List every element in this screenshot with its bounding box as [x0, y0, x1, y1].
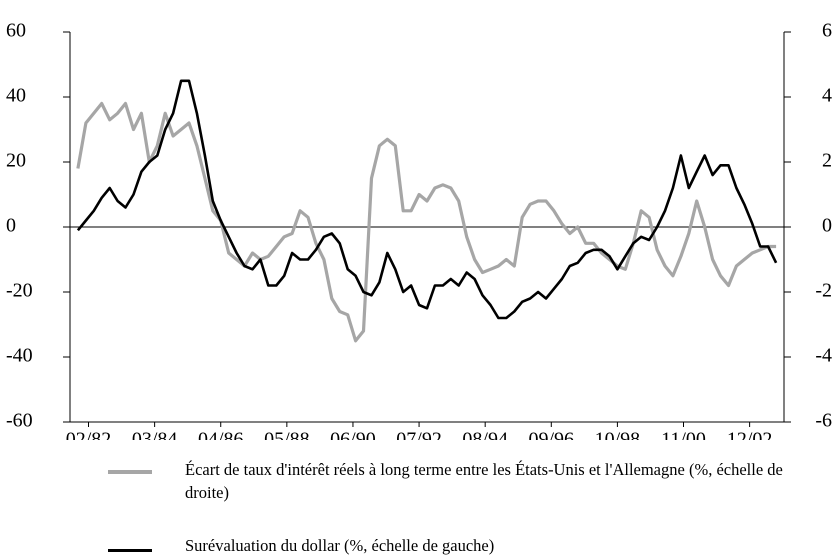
x-tick-label: 04/86 — [198, 429, 244, 440]
legend-label: Écart de taux d'intérêt réels à long ter… — [185, 460, 783, 502]
series-line — [76, 101, 777, 343]
y2-tick-label: -6 — [815, 410, 832, 432]
y-tick-label: 60 — [6, 20, 26, 42]
legend-swatch — [108, 549, 152, 552]
y-tick-label: -40 — [6, 345, 33, 367]
series-line — [76, 79, 778, 320]
y-tick-label: -60 — [6, 410, 33, 432]
x-tick-label: 06/90 — [330, 429, 376, 440]
y2-tick-label: 6 — [822, 20, 832, 42]
y2-tick-label: -2 — [815, 280, 832, 302]
y-tick-label: 0 — [6, 215, 16, 237]
legend-swatch — [108, 470, 152, 474]
y2-tick-label: 2 — [822, 150, 832, 172]
x-tick-label: 11/00 — [661, 429, 706, 440]
y-tick-label: -20 — [6, 280, 33, 302]
x-tick-label: 05/88 — [264, 429, 310, 440]
x-tick-label: 07/92 — [396, 429, 442, 440]
x-tick-label: 08/94 — [462, 429, 508, 440]
y-tick-label: 40 — [6, 85, 26, 107]
x-tick-label: 09/96 — [529, 429, 575, 440]
y2-tick-label: 0 — [822, 215, 832, 237]
x-tick-label: 12/02 — [727, 429, 773, 440]
y-tick-label: 20 — [6, 150, 26, 172]
x-tick-label: 10/98 — [595, 429, 641, 440]
y2-tick-label: -4 — [815, 345, 832, 367]
legend-label: Surévaluation du dollar (%, échelle de g… — [185, 536, 495, 555]
x-tick-label: 03/84 — [132, 429, 178, 440]
y2-tick-label: 4 — [822, 85, 832, 107]
x-tick-label: 02/82 — [66, 429, 112, 440]
